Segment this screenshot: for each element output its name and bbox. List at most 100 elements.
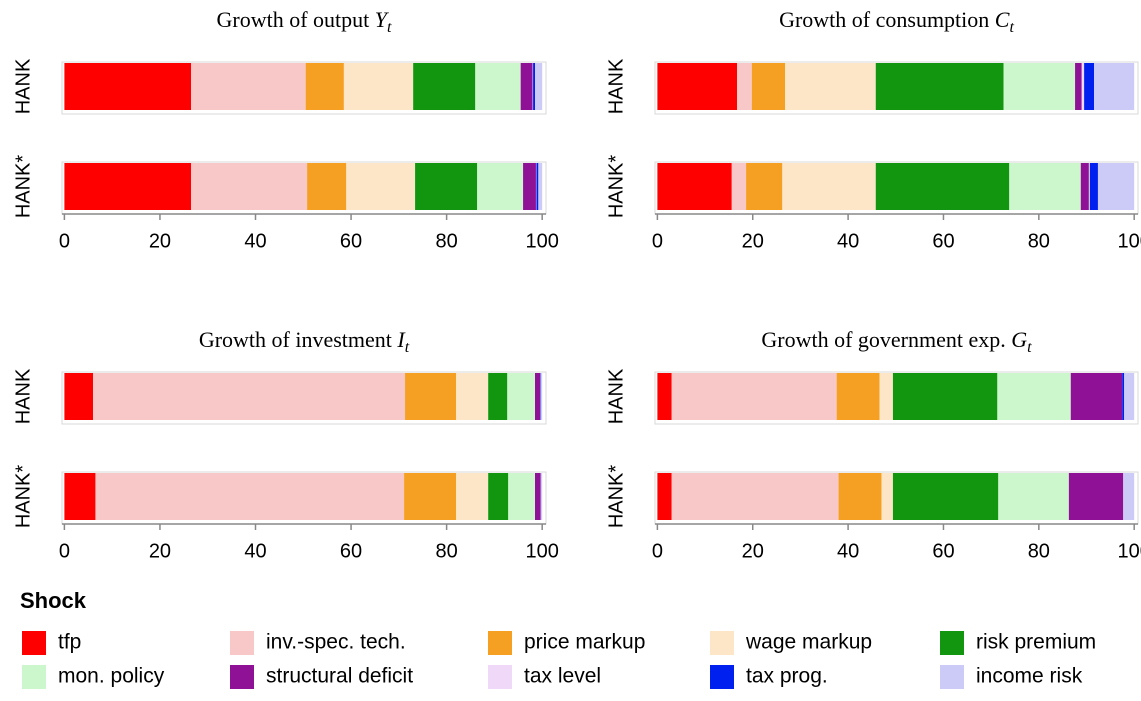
bar-segment (1081, 63, 1085, 110)
x-tick-label: 100 (525, 230, 558, 252)
title-symbol: I (396, 327, 406, 352)
bar-segment (456, 473, 489, 520)
bar-segment (751, 63, 786, 110)
legend-swatch (230, 631, 254, 655)
bar-segment (657, 473, 672, 520)
title-subscript: t (1027, 339, 1032, 356)
bar-segment (533, 63, 536, 110)
x-tick-label: 80 (435, 230, 457, 252)
title-text: Growth of government exp. (761, 327, 1005, 352)
bar-segment (540, 473, 543, 520)
bar-segment (415, 163, 478, 210)
legend-label: risk premium (976, 631, 1096, 654)
x-tick-label: 0 (652, 540, 663, 562)
bar-segment (538, 163, 543, 210)
x-tick-label: 20 (149, 230, 171, 252)
bar-segment (508, 473, 536, 520)
bar-segment (346, 163, 416, 210)
bar-segment (64, 163, 192, 210)
bar-segment (1080, 163, 1089, 210)
legend-title: Shock (20, 588, 87, 613)
bar-segment (657, 163, 732, 210)
y-tick-label: HANK* (605, 465, 627, 529)
title-symbol: G (1011, 327, 1027, 352)
bar-segment (456, 373, 489, 420)
title-subscript: t (387, 19, 392, 36)
x-tick-label: 20 (149, 540, 171, 562)
title-text: Growth of consumption (779, 7, 989, 32)
y-tick-label: HANK* (12, 155, 34, 219)
y-tick-label: HANK* (12, 465, 34, 529)
y-tick-label: HANK (605, 58, 627, 114)
legend-label: wage markup (745, 631, 872, 654)
bar-segment (892, 473, 999, 520)
legend-label: tfp (58, 631, 81, 654)
bar-segment (785, 63, 876, 110)
legend-label: inv.-spec. tech. (266, 631, 406, 654)
bar-segment (1003, 63, 1076, 110)
bar-segment (1088, 163, 1090, 210)
legend-swatch (940, 665, 964, 689)
bar-segment (536, 163, 539, 210)
bar-segment (540, 373, 543, 420)
legend-label: structural deficit (266, 665, 413, 688)
bar-segment (671, 373, 837, 420)
y-tick-label: HANK* (605, 155, 627, 219)
bar-segment (875, 163, 1010, 210)
x-tick-label: 100 (1117, 230, 1141, 252)
legend-swatch (488, 631, 512, 655)
bar-segment (488, 373, 508, 420)
legend-swatch (230, 665, 254, 689)
bar-segment (737, 63, 752, 110)
bar-segment (892, 373, 998, 420)
title-text: Growth of output (217, 7, 370, 32)
bar-segment (1094, 63, 1135, 110)
x-tick-label: 20 (742, 230, 764, 252)
legend-label: tax prog. (746, 665, 828, 688)
title-subscript: t (1009, 19, 1014, 36)
x-tick-label: 40 (837, 230, 859, 252)
x-tick-label: 0 (652, 230, 663, 252)
bar-segment (1122, 373, 1125, 420)
title-text: Growth of investment (199, 327, 392, 352)
panel-title: Growth of consumption Ct (779, 7, 1014, 36)
legend-swatch (710, 665, 734, 689)
legend-swatch (22, 665, 46, 689)
legend-swatch (710, 631, 734, 655)
bar-segment (93, 373, 406, 420)
legend-label: price markup (524, 631, 645, 654)
title-symbol: Y (375, 7, 390, 32)
x-tick-label: 60 (932, 230, 954, 252)
x-tick-label: 40 (837, 540, 859, 562)
bar-segment (95, 473, 405, 520)
bar-segment (875, 63, 1004, 110)
panel-title: Growth of output Yt (217, 7, 393, 36)
bar-segment (879, 373, 893, 420)
bar-segment (535, 473, 541, 520)
x-tick-label: 80 (1028, 230, 1050, 252)
bar-segment (836, 373, 880, 420)
x-tick-label: 100 (1117, 540, 1141, 562)
bar-segment (1070, 373, 1123, 420)
bar-segment (1123, 473, 1135, 520)
bar-segment (507, 373, 536, 420)
bar-segment (413, 63, 476, 110)
bar-segment (520, 63, 533, 110)
bar-segment (746, 163, 783, 210)
bar-segment (191, 63, 306, 110)
bar-segment (343, 63, 414, 110)
y-tick-label: HANK (12, 368, 34, 424)
bar-segment (657, 373, 672, 420)
bar-segment (782, 163, 876, 210)
bar-segment (1009, 163, 1081, 210)
x-tick-label: 60 (340, 230, 362, 252)
legend-label: tax level (524, 665, 601, 688)
legend-swatch (22, 631, 46, 655)
bar-segment (1068, 473, 1124, 520)
bar-segment (405, 373, 457, 420)
bar-segment (64, 473, 96, 520)
bar-segment (998, 473, 1069, 520)
panel-title: Growth of investment It (199, 327, 410, 356)
bar-segment (404, 473, 457, 520)
